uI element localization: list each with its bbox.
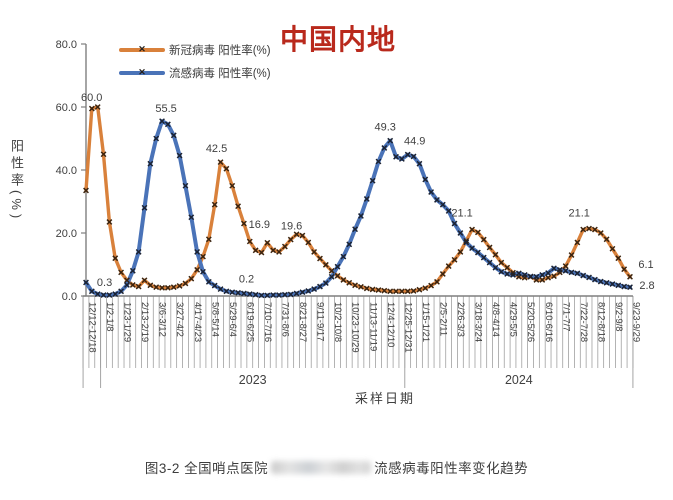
svg-text:6/10-6/16: 6/10-6/16	[543, 302, 554, 342]
chart-title: 中国内地	[280, 24, 397, 55]
svg-text:5/20-5/26: 5/20-5/26	[525, 302, 536, 342]
svg-text:1/15-1/21: 1/15-1/21	[420, 302, 431, 342]
svg-text:4/17-4/23: 4/17-4/23	[192, 302, 203, 342]
axes	[83, 44, 633, 297]
svg-text:12/4-12/10: 12/4-12/10	[385, 302, 396, 347]
x-axis-labels: 12/12-12/18 1/2-1/8 1/23-1/29 2/13-2/19 3/6-…	[87, 302, 642, 353]
svg-text:2.8: 2.8	[639, 280, 654, 292]
x-marker-icon: ✕	[138, 67, 146, 78]
svg-text:55.5: 55.5	[155, 103, 176, 115]
svg-text:2/26-3/3: 2/26-3/3	[455, 302, 466, 337]
chart-svg: 0.0 20.0 40.0 60.0 80.0 12/12-12/18 1/2-1/8 1/2…	[56, 39, 655, 388]
svg-text:9/2-9/8: 9/2-9/8	[613, 302, 624, 332]
year-separators	[82, 296, 634, 388]
legend: ✕ 新冠病毒 阳性率(%) ✕ 流感病毒 阳性率(%)	[119, 41, 271, 82]
figure-caption: 图3-2 全国哨点医院 流感病毒阳性率变化趋势	[0, 457, 673, 477]
svg-text:9/23-9/29: 9/23-9/29	[631, 302, 642, 342]
year-labels: 2023 2024	[239, 373, 533, 387]
svg-text:21.1: 21.1	[568, 208, 589, 220]
svg-text:7/31-8/6: 7/31-8/6	[280, 302, 291, 337]
y-axis-ticks: 0.0 20.0 40.0 60.0 80.0	[56, 39, 86, 303]
svg-text:8/21-8/27: 8/21-8/27	[297, 302, 308, 342]
svg-text:7/22-7/28: 7/22-7/28	[578, 302, 589, 342]
caption-obscured-smudge	[271, 461, 372, 474]
svg-text:5/8-5/14: 5/8-5/14	[209, 302, 220, 337]
svg-text:2/5-2/11: 2/5-2/11	[437, 302, 448, 336]
svg-text:11/13-11/19: 11/13-11/19	[367, 302, 378, 351]
svg-text:3/27-4/2: 3/27-4/2	[174, 302, 185, 337]
svg-text:8/12-8/18: 8/12-8/18	[595, 302, 606, 342]
legend-item-flu: ✕ 流感病毒 阳性率(%)	[119, 64, 271, 82]
svg-text:80.0: 80.0	[56, 39, 77, 51]
svg-text:10/2-10/8: 10/2-10/8	[332, 302, 343, 342]
svg-text:3/18-3/24: 3/18-3/24	[473, 302, 484, 342]
flu-series-line	[84, 119, 632, 298]
covid-series-markers	[83, 104, 633, 295]
svg-text:1/2-1/8: 1/2-1/8	[104, 302, 115, 332]
svg-text:2024: 2024	[505, 373, 533, 387]
svg-text:7/10-7/16: 7/10-7/16	[262, 302, 273, 342]
svg-text:0.2: 0.2	[239, 273, 254, 285]
svg-text:44.9: 44.9	[404, 136, 425, 148]
svg-text:10/23-10/29: 10/23-10/29	[350, 302, 361, 353]
svg-text:16.9: 16.9	[249, 219, 270, 231]
x-axis-title: 采样日期	[354, 391, 415, 406]
svg-text:12/25-12/31: 12/25-12/31	[402, 302, 413, 353]
caption-suffix: 流感病毒阳性率变化趋势	[374, 461, 529, 476]
svg-text:1/23-1/29: 1/23-1/29	[122, 302, 133, 342]
covid-series-line	[84, 105, 632, 293]
svg-text:2/13-2/19: 2/13-2/19	[139, 302, 150, 342]
svg-text:5/29-6/4: 5/29-6/4	[227, 302, 238, 337]
svg-text:49.3: 49.3	[374, 122, 395, 134]
flu-series-markers	[83, 118, 633, 299]
svg-text:2023: 2023	[239, 373, 267, 387]
svg-text:4/29-5/5: 4/29-5/5	[508, 302, 519, 337]
svg-text:42.5: 42.5	[206, 143, 227, 155]
svg-text:9/11-9/17: 9/11-9/17	[315, 302, 326, 341]
svg-text:21.1: 21.1	[451, 208, 472, 220]
flu-line-sample: ✕	[119, 67, 165, 78]
svg-text:4/8-4/14: 4/8-4/14	[490, 302, 501, 337]
svg-text:19.6: 19.6	[281, 220, 302, 232]
y-axis-title: 阳性率(%)	[9, 139, 24, 223]
svg-text:20.0: 20.0	[56, 228, 77, 240]
svg-text:40.0: 40.0	[56, 165, 77, 177]
x-marker-icon: ✕	[138, 44, 146, 55]
legend-item-covid: ✕ 新冠病毒 阳性率(%)	[119, 41, 271, 59]
covid-line-sample: ✕	[119, 44, 165, 55]
svg-text:6.1: 6.1	[638, 259, 653, 271]
svg-text:7/1-7/7: 7/1-7/7	[560, 302, 571, 332]
data-point-labels: 60.0 0.3 55.5 42.5 0.2 16.9 19.6 49.3 44.9 21.1 21…	[81, 92, 655, 292]
svg-text:60.0: 60.0	[56, 102, 77, 114]
legend-label-flu: 流感病毒 阳性率(%)	[169, 68, 271, 80]
svg-text:3/6-3/12: 3/6-3/12	[157, 302, 168, 337]
svg-text:0.3: 0.3	[97, 277, 112, 289]
caption-prefix: 图3-2 全国哨点医院	[144, 461, 269, 476]
svg-text:60.0: 60.0	[81, 92, 102, 104]
svg-text:0.0: 0.0	[62, 291, 77, 303]
legend-label-covid: 新冠病毒 阳性率(%)	[169, 45, 271, 57]
svg-text:6/19-6/25: 6/19-6/25	[244, 302, 255, 342]
svg-text:12/12-12/18: 12/12-12/18	[87, 302, 98, 353]
